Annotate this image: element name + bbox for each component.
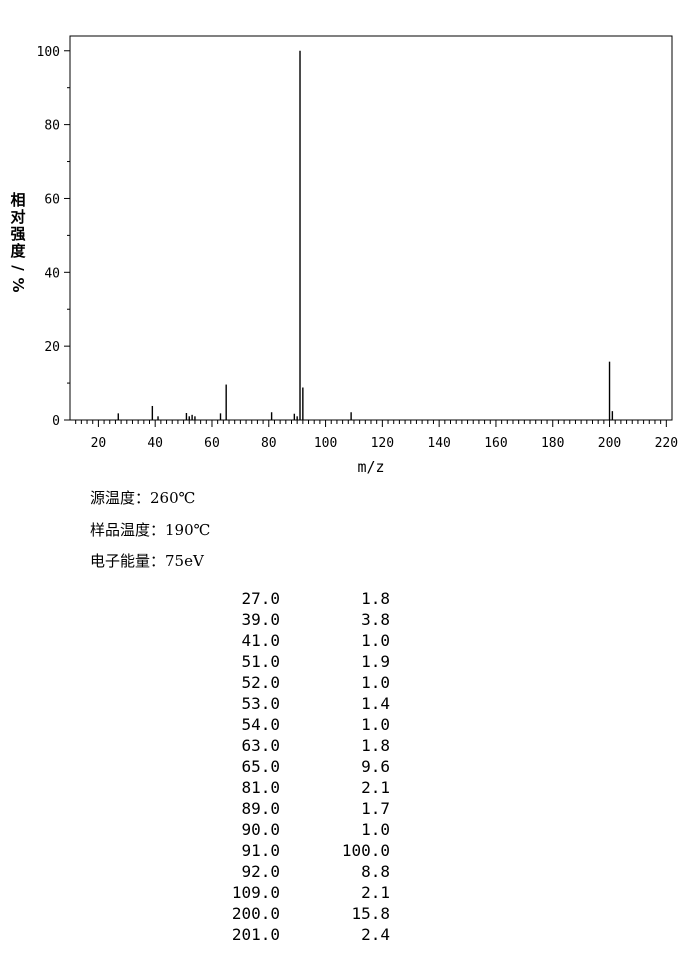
table-row: 89.0 1.7 bbox=[220, 798, 390, 819]
y-tick-label: 20 bbox=[44, 340, 60, 355]
y-axis-label-char: / bbox=[9, 265, 27, 271]
x-tick-label: 40 bbox=[147, 436, 163, 451]
mz-value: 65.0 bbox=[241, 757, 280, 776]
y-axis-label-char: 强 bbox=[10, 225, 25, 243]
y-axis: 0 20 40 60 80 100 bbox=[37, 45, 70, 429]
mz-value: 52.0 bbox=[241, 673, 280, 692]
table-row: 65.0 9.6 bbox=[220, 756, 390, 777]
table-row: 91.0 100.0 bbox=[220, 840, 390, 861]
intensity-value: 8.8 bbox=[361, 862, 390, 881]
y-tick-label: 40 bbox=[44, 266, 60, 281]
intensity-value: 1.0 bbox=[361, 673, 390, 692]
table-row: 52.0 1.0 bbox=[220, 672, 390, 693]
intensity-value: 2.1 bbox=[361, 778, 390, 797]
y-axis-label-char: 度 bbox=[10, 242, 26, 260]
x-tick-label: 160 bbox=[484, 436, 507, 451]
table-row: 41.0 1.0 bbox=[220, 630, 390, 651]
mz-value: 89.0 bbox=[241, 799, 280, 818]
table-row: 53.0 1.4 bbox=[220, 693, 390, 714]
electron-energy: 电子能量：75eV bbox=[90, 552, 204, 570]
x-tick-label: 140 bbox=[427, 436, 450, 451]
x-axis: 20 40 60 80 100 120 140 160 180 200 220 bbox=[75, 420, 678, 451]
intensity-value: 1.8 bbox=[361, 589, 390, 608]
mz-value: 90.0 bbox=[241, 820, 280, 839]
mz-value: 91.0 bbox=[241, 841, 280, 860]
y-axis-label-char: 相 bbox=[10, 191, 25, 209]
intensity-value: 1.7 bbox=[361, 799, 390, 818]
intensity-value: 1.0 bbox=[361, 715, 390, 734]
x-tick-label: 180 bbox=[541, 436, 564, 451]
plot-frame bbox=[69, 35, 673, 421]
intensity-value: 3.8 bbox=[361, 610, 390, 629]
intensity-value: 9.6 bbox=[361, 757, 390, 776]
mz-value: 81.0 bbox=[241, 778, 280, 797]
intensity-value: 100.0 bbox=[341, 841, 390, 860]
y-tick-label: 0 bbox=[52, 414, 60, 429]
x-tick-label: 120 bbox=[371, 436, 394, 451]
mz-value: 54.0 bbox=[241, 715, 280, 734]
peak-table: 27.0 1.8 39.0 3.8 41.0 1.0 51.0 1.9 52.0 1.0 53.0 1… bbox=[220, 588, 390, 945]
intensity-value: 1.9 bbox=[361, 652, 390, 671]
table-row: 63.0 1.8 bbox=[220, 735, 390, 756]
table-row: 81.0 2.1 bbox=[220, 777, 390, 798]
mz-value: 41.0 bbox=[241, 631, 280, 650]
y-axis-label-char: 对 bbox=[10, 208, 25, 226]
table-row: 90.0 1.0 bbox=[220, 819, 390, 840]
intensity-value: 2.4 bbox=[361, 925, 390, 944]
table-row: 54.0 1.0 bbox=[220, 714, 390, 735]
peak-bars bbox=[117, 50, 614, 420]
intensity-value: 1.4 bbox=[361, 694, 390, 713]
intensity-value: 15.8 bbox=[351, 904, 390, 923]
x-axis-label: m/z bbox=[357, 458, 384, 476]
mz-value: 27.0 bbox=[241, 589, 280, 608]
mz-value: 51.0 bbox=[241, 652, 280, 671]
table-row: 92.0 8.8 bbox=[220, 861, 390, 882]
y-tick-label: 60 bbox=[44, 192, 60, 207]
x-tick-label: 220 bbox=[655, 436, 678, 451]
intensity-value: 1.0 bbox=[361, 820, 390, 839]
mz-value: 109.0 bbox=[231, 883, 280, 902]
table-row: 200.0 15.8 bbox=[220, 903, 390, 924]
y-tick-label: 80 bbox=[44, 119, 60, 134]
mz-value: 92.0 bbox=[241, 862, 280, 881]
sample-temperature: 样品温度：190℃ bbox=[90, 521, 211, 539]
x-tick-label: 100 bbox=[314, 436, 337, 451]
intensity-value: 2.1 bbox=[361, 883, 390, 902]
y-axis-label-char: % bbox=[9, 277, 27, 292]
intensity-value: 1.8 bbox=[361, 736, 390, 755]
x-tick-label: 80 bbox=[261, 436, 277, 451]
mz-value: 39.0 bbox=[241, 610, 280, 629]
table-row: 39.0 3.8 bbox=[220, 609, 390, 630]
x-tick-label: 20 bbox=[91, 436, 107, 451]
y-tick-label: 100 bbox=[37, 45, 60, 60]
mz-value: 201.0 bbox=[231, 925, 280, 944]
x-tick-label: 200 bbox=[598, 436, 621, 451]
mz-value: 53.0 bbox=[241, 694, 280, 713]
x-tick-label: 60 bbox=[204, 436, 220, 451]
table-row: 27.0 1.8 bbox=[220, 588, 390, 609]
table-row: 109.0 2.1 bbox=[220, 882, 390, 903]
intensity-value: 1.0 bbox=[361, 631, 390, 650]
table-row: 51.0 1.9 bbox=[220, 651, 390, 672]
table-row: 201.0 2.4 bbox=[220, 924, 390, 945]
source-temperature: 源温度：260℃ bbox=[90, 489, 196, 507]
mz-value: 63.0 bbox=[241, 736, 280, 755]
mz-value: 200.0 bbox=[231, 904, 280, 923]
